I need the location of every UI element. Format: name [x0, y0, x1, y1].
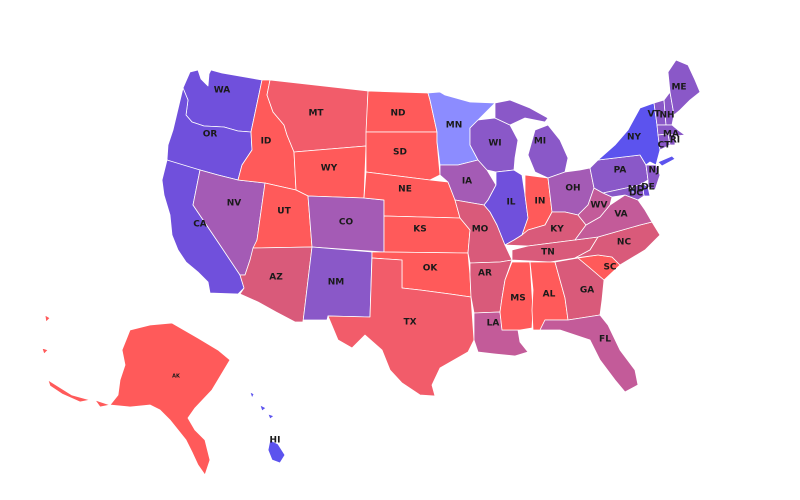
state-md[interactable]	[602, 182, 645, 201]
states-layer	[41, 59, 701, 476]
state-tx[interactable]	[327, 257, 475, 397]
state-ri[interactable]	[667, 133, 676, 146]
state-sd[interactable]	[365, 131, 441, 181]
state-ks[interactable]	[383, 215, 471, 254]
state-fl[interactable]	[539, 314, 639, 393]
state-wi[interactable]	[469, 117, 519, 173]
state-hi[interactable]	[249, 391, 286, 464]
state-co[interactable]	[307, 195, 385, 253]
state-dc[interactable]	[630, 187, 636, 193]
state-wy[interactable]	[293, 145, 367, 199]
state-nj[interactable]	[645, 164, 661, 191]
state-nc[interactable]	[574, 221, 661, 266]
state-me[interactable]	[667, 59, 701, 116]
state-nh[interactable]	[663, 91, 675, 126]
state-ms[interactable]	[499, 261, 534, 331]
state-nd[interactable]	[365, 90, 438, 133]
state-az[interactable]	[239, 246, 313, 323]
state-ak[interactable]	[41, 314, 231, 476]
state-nm[interactable]	[302, 246, 373, 323]
